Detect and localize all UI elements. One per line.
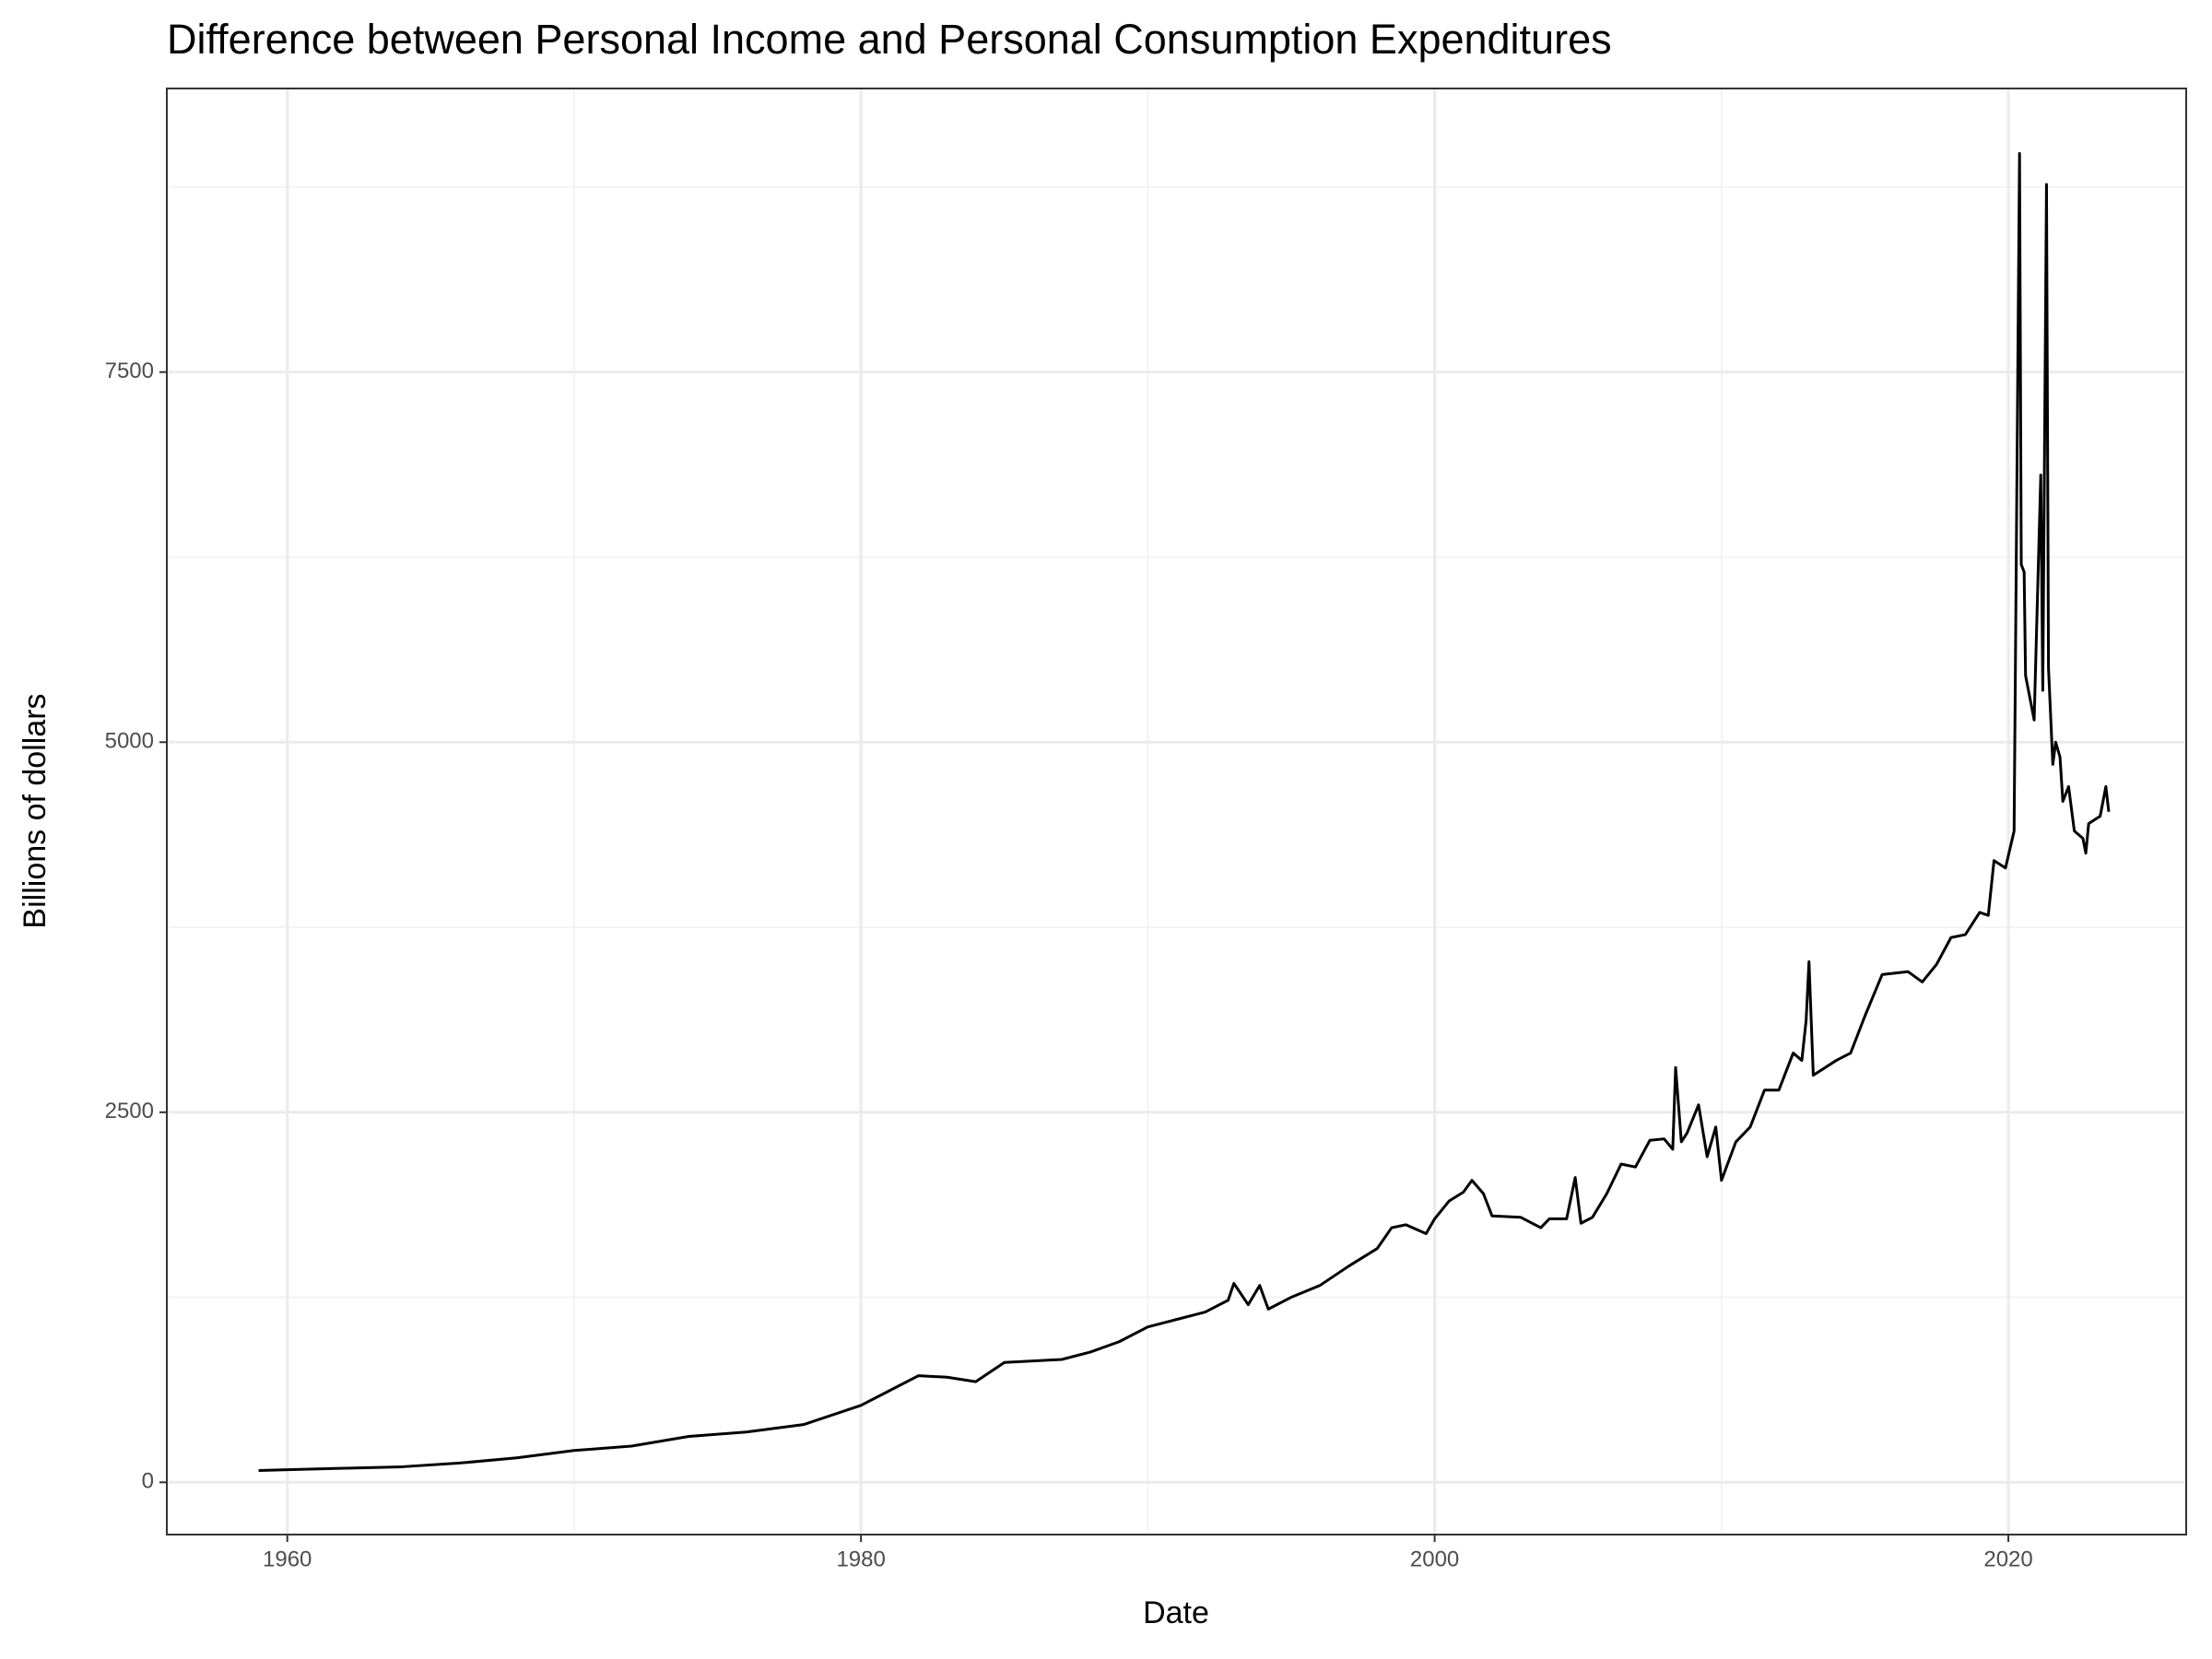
chart-title: Difference between Personal Income and P…: [167, 16, 1612, 63]
y-tick-label: 5000: [105, 729, 154, 754]
y-tick-label: 2500: [105, 1099, 154, 1124]
data-line: [258, 152, 2111, 1472]
y-axis-title: Billions of dollars: [18, 693, 53, 928]
y-tick-label: 7500: [105, 359, 154, 383]
x-axis-title: Date: [1143, 1595, 1209, 1630]
x-tick-label: 2000: [1410, 1547, 1459, 1571]
x-tick-label: 1960: [263, 1547, 312, 1571]
x-tick-label: 2020: [1983, 1547, 2032, 1571]
y-tick-label: 0: [142, 1469, 154, 1494]
plot-border: [166, 88, 2187, 1535]
x-tick-label: 1980: [836, 1547, 885, 1571]
